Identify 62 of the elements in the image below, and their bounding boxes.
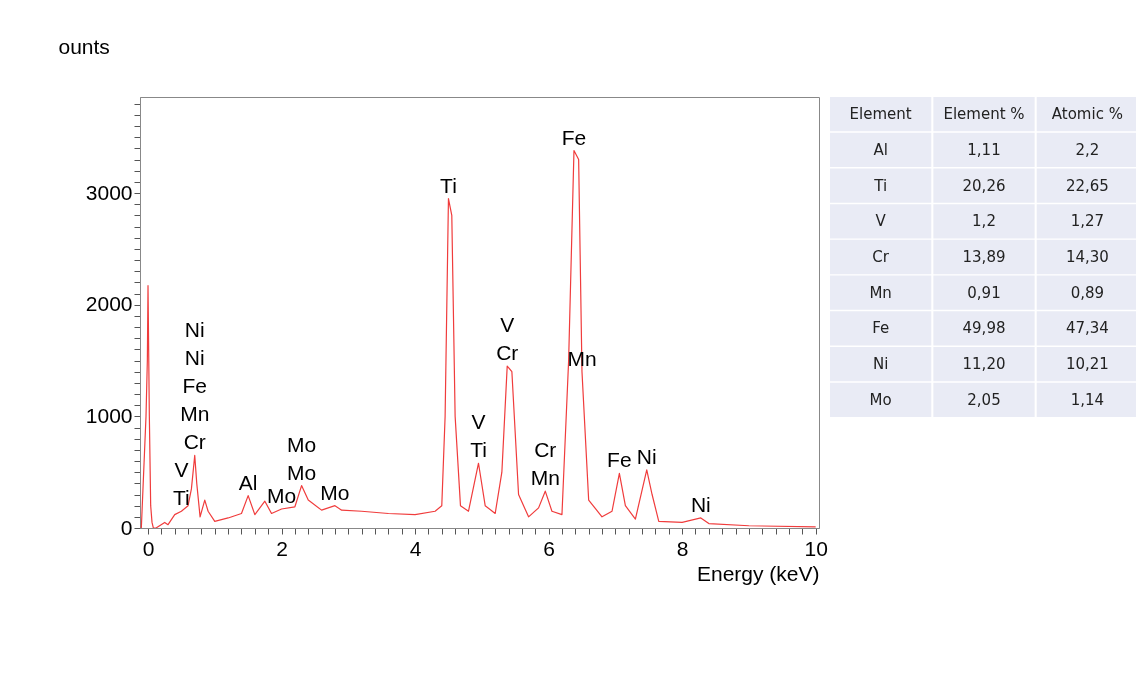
annotation: V [174,458,189,482]
x-tick-label: 10 [804,536,828,560]
category-label: Fe [872,319,890,338]
text: 1,27 [1070,212,1105,231]
text: 22,65 [1065,176,1109,195]
annotation: V [500,313,515,337]
category-label: Mn [869,283,892,302]
annotation: Mo [286,460,317,484]
annotation: Mo [286,432,317,456]
annotation: Fe [182,374,208,398]
annotation: Cr [534,438,557,462]
text: 14,30 [1065,248,1109,266]
category-label: Ti [874,176,888,195]
text: 1,2 [972,212,996,231]
x-tick-label: 6 [543,536,555,560]
text: 0,91 [967,283,1001,302]
text: 1,11 [967,140,1001,159]
annotation: Cr [183,430,206,454]
annotation: Fe [561,125,587,149]
category-label: Ni [872,355,889,374]
annotation: Mo [266,484,297,508]
text: 10,21 [1065,355,1109,374]
category-label: V [875,212,886,231]
text: 2,05 [967,390,1001,409]
annotation: V [471,410,486,434]
annotation: Ti [440,173,457,197]
text: 1,14 [1070,390,1105,409]
annotation: Ni [690,492,711,516]
annotation: Ti [470,438,487,462]
text: 0,89 [1070,283,1105,302]
text: 13,89 [962,248,1006,266]
x-tick-label: 0 [142,536,155,560]
category-label: Element [849,105,912,124]
y-tick-label: 1000 [85,403,133,427]
x-tick-label: 4 [409,536,422,560]
x-tick-label: 2 [276,536,288,560]
category-label: Cr [872,248,889,266]
annotation: Al [238,470,258,494]
annotation: Ni [636,444,657,468]
annotation: Fe [607,448,632,472]
annotation: Mn [180,402,210,426]
y-tick-label: 0 [120,515,133,539]
category-label: Al [873,140,888,159]
text: 47,34 [1065,319,1109,338]
text: 20,26 [962,176,1006,195]
text: 11,20 [962,355,1006,374]
text: 49,98 [962,319,1006,338]
annotation: Ni [184,318,205,342]
y-tick-label: 2000 [85,292,133,316]
y-axis-title: ounts [58,34,110,58]
x-tick-label: 8 [676,536,689,560]
annotation: Cr [496,341,519,365]
x-axis-title: Energy (keV) [696,561,820,585]
annotation: Mo [320,480,350,504]
annotation: Ni [184,346,205,370]
category-label: Element % [943,105,1025,124]
y-tick-label: 3000 [85,180,133,204]
category-label: Atomic % [1051,105,1123,124]
text: 2,2 [1075,140,1100,159]
category-label: Mo [869,390,892,409]
annotation: Ti [173,486,190,510]
annotation: Mn [530,466,560,490]
